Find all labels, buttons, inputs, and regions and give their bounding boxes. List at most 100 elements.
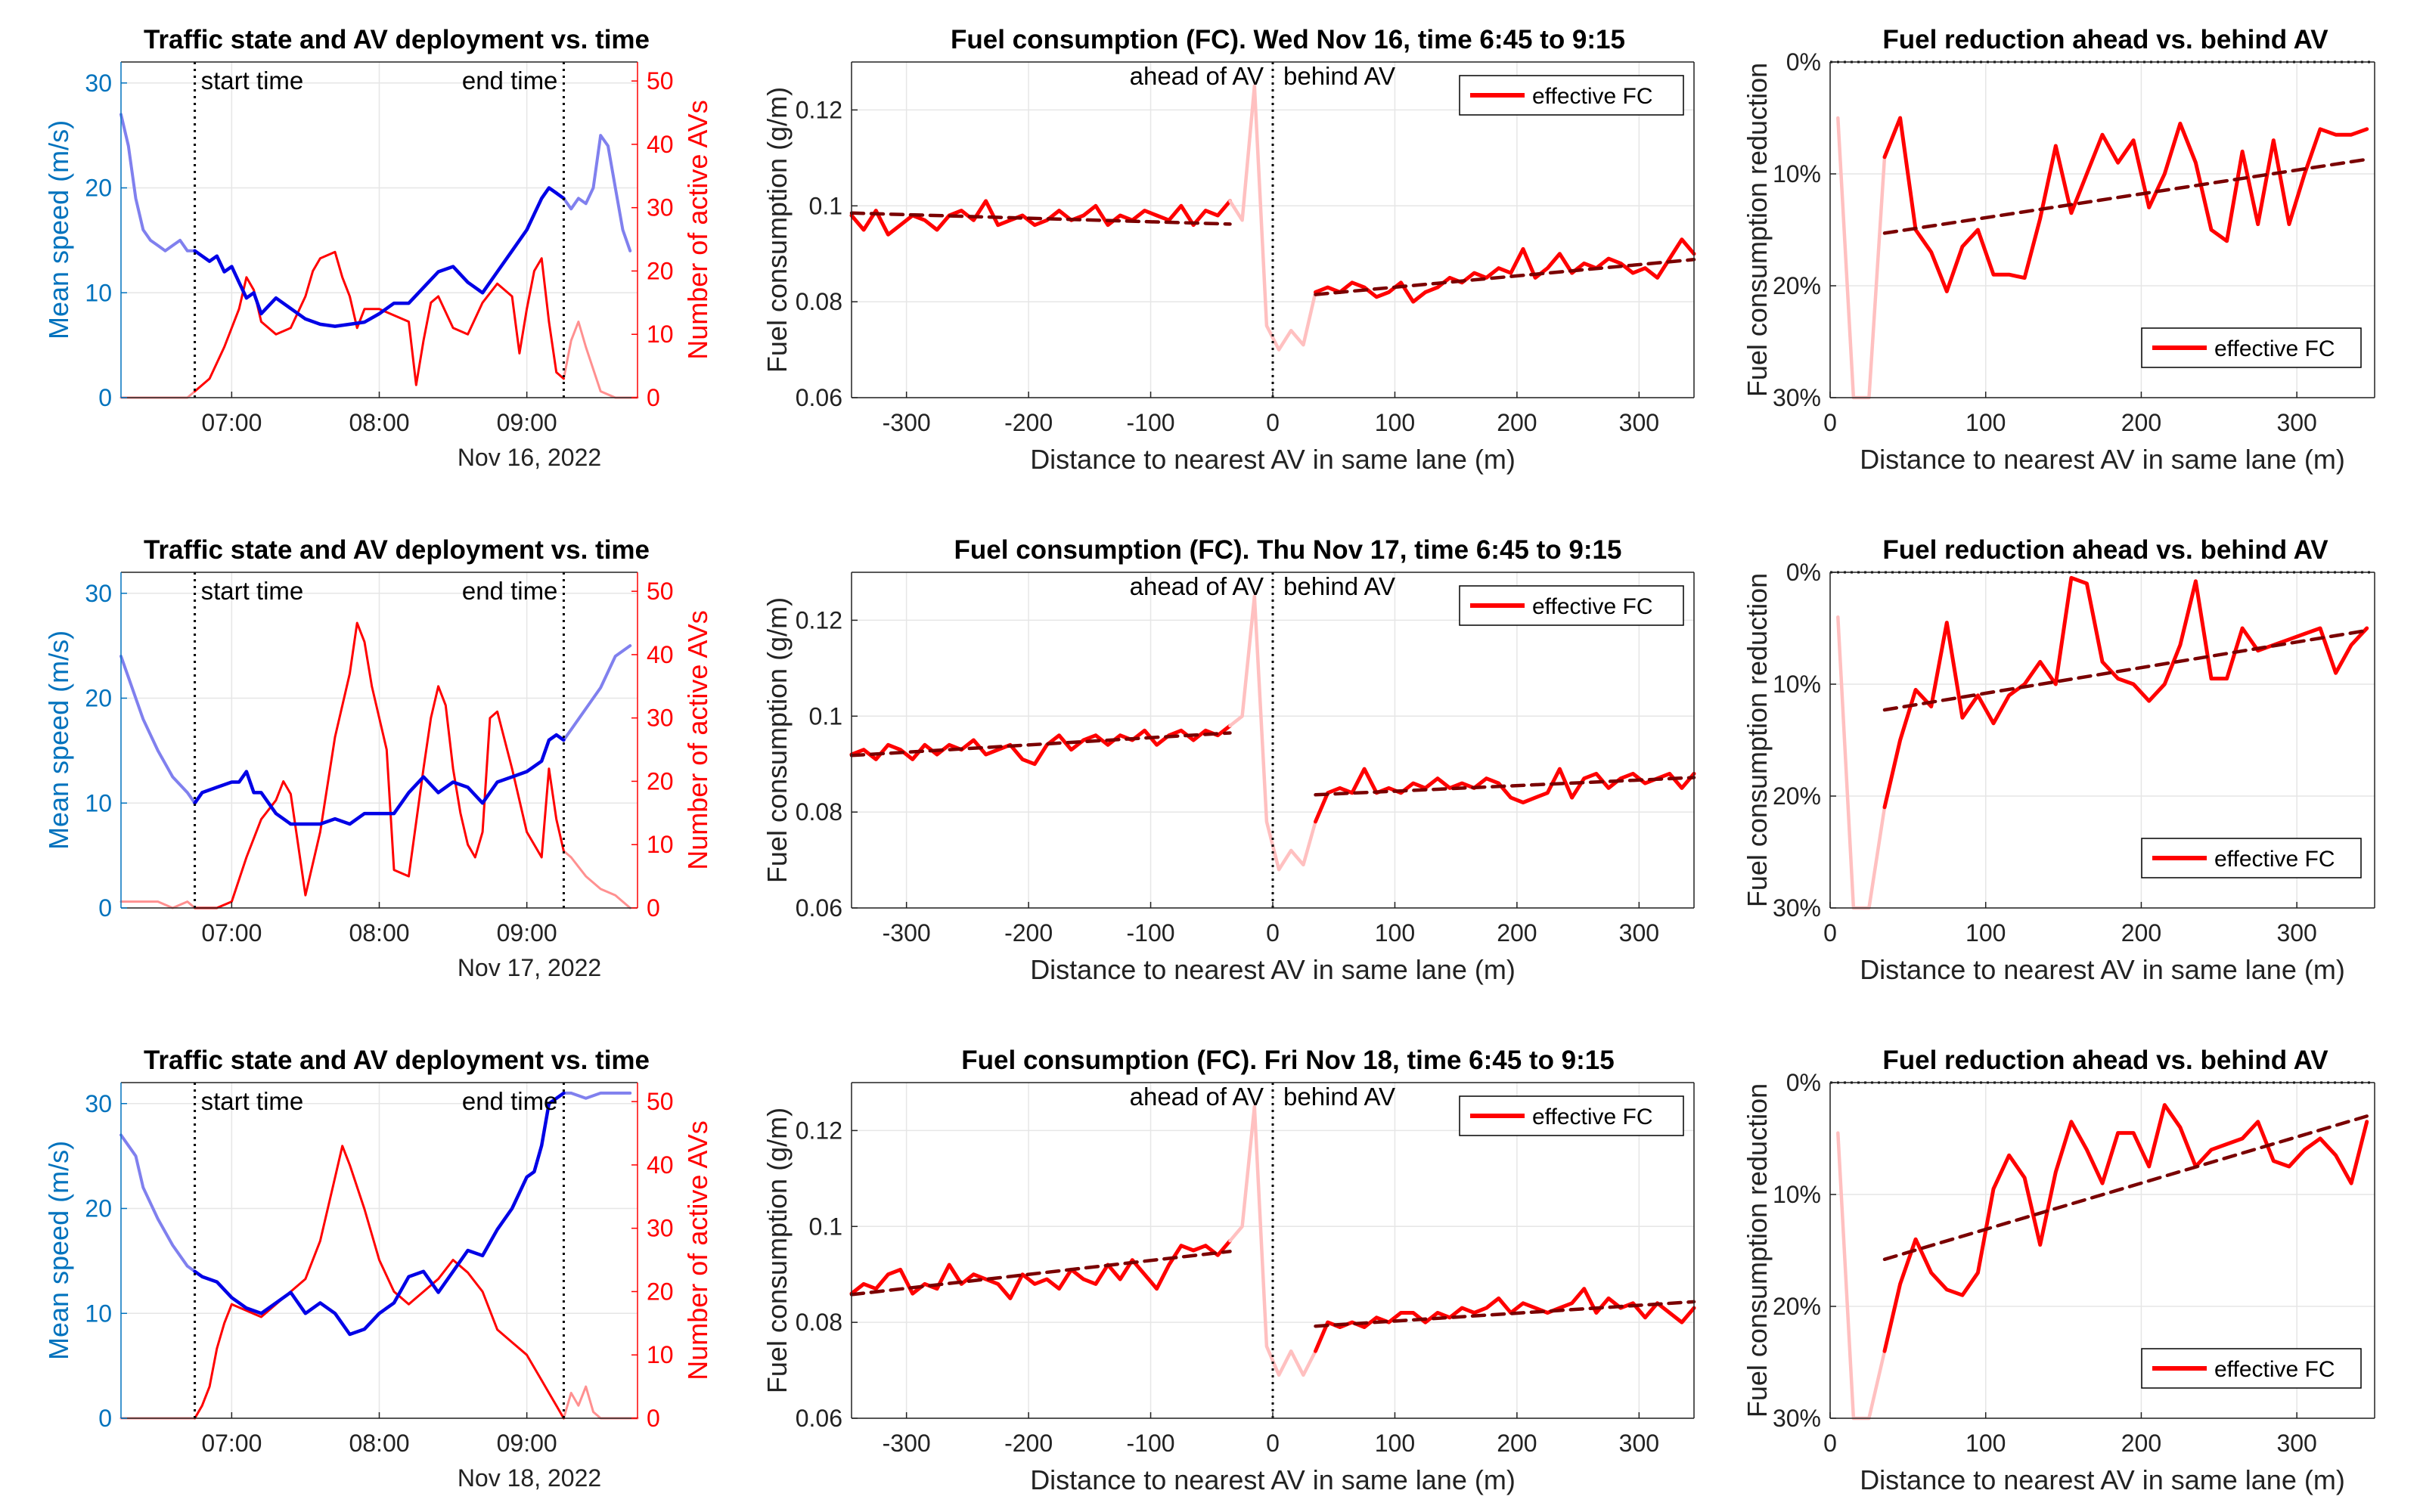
x-tick-label: -200: [1004, 1430, 1053, 1457]
av-count-line: [194, 621, 565, 909]
panel-time-row-2: start time end time 07:00 08:00 09:00 0 10 20 30…: [43, 1046, 713, 1492]
x-tick-label: 0: [1823, 919, 1837, 947]
x-axis-label: Distance to nearest AV in same lane (m): [1030, 1464, 1516, 1495]
trend-line: [849, 211, 1232, 226]
y-axis-label: Fuel consumption reduction: [1742, 573, 1773, 907]
x-tick-label: 08:00: [349, 1430, 409, 1457]
y-tick-label: 0.06: [796, 894, 842, 922]
x-tick-label: 07:00: [201, 409, 262, 436]
y-tick-label: 10%: [1773, 1181, 1821, 1208]
y-axis-label: Fuel consumption reduction: [1742, 63, 1773, 397]
y-right-tick-label: 30: [647, 705, 674, 732]
y-tick-label: 20: [85, 175, 112, 202]
y-axis-label-left: Mean speed (m/s): [43, 1141, 74, 1360]
y-tick-label: 0.08: [796, 288, 842, 315]
y-right-tick-label: 20: [647, 257, 674, 284]
x-tick-label: -100: [1127, 409, 1175, 436]
reduction-line: [1882, 116, 2369, 293]
y-right-tick-label: 10: [647, 831, 674, 858]
x-tick-label: 07:00: [201, 919, 262, 947]
x-tick-label: 08:00: [349, 919, 409, 947]
x-tick-label: 07:00: [201, 1430, 262, 1457]
av-count-line-after: [562, 321, 639, 399]
y-axis-label-left: Mean speed (m/s): [43, 120, 74, 339]
start-time-label: start time: [201, 67, 304, 94]
panel-title: Traffic state and AV deployment vs. time: [144, 1046, 650, 1075]
y-tick-label: 10: [85, 279, 112, 306]
y-right-tick-label: 10: [647, 321, 674, 348]
speed-line-before: [119, 113, 197, 253]
x-tick-label: 100: [1375, 919, 1415, 947]
x-tick-label: 100: [1965, 919, 2006, 947]
fc-line-near-av: [1228, 1105, 1317, 1377]
ahead-label: ahead of AV: [1130, 62, 1264, 90]
speed-line-after: [562, 134, 632, 253]
speed-line: [193, 1091, 566, 1337]
y-tick-label: 30%: [1773, 894, 1821, 922]
legend-label: effective FC: [2214, 336, 2335, 361]
legend: effective FC: [1459, 1095, 1684, 1136]
y-right-tick-label: 40: [647, 1151, 674, 1179]
y-tick-label: 10: [85, 1300, 112, 1327]
x-tick-label: 08:00: [349, 409, 409, 436]
y-axis-label: Fuel consumption reduction: [1742, 1083, 1773, 1418]
x-tick-label: 09:00: [497, 1430, 557, 1457]
x-axis-label: Distance to nearest AV in same lane (m): [1860, 1464, 2345, 1495]
legend: effective FC: [1459, 585, 1684, 626]
x-tick-label: 100: [1375, 409, 1415, 436]
legend-label: effective FC: [2214, 1357, 2335, 1382]
y-right-tick-label: 20: [647, 767, 674, 795]
y-tick-label: 30: [85, 580, 112, 607]
fc-line-behind: [1314, 767, 1696, 824]
panel-fuel_consumption-row-1: ahead of AV behind AV -300 -200 -100 0 100 200 3…: [762, 535, 1696, 985]
trend-line: [849, 1250, 1232, 1297]
y-tick-label: 0.1: [809, 1213, 842, 1240]
fc-line-behind: [1314, 1287, 1696, 1353]
legend-label: effective FC: [1532, 84, 1653, 109]
x-tick-label: -100: [1127, 919, 1175, 947]
panel-time-row-1: start time end time 07:00 08:00 09:00 0 10 20 30…: [43, 535, 713, 981]
y-tick-label: 0: [98, 384, 112, 411]
x-tick-label: 0: [1266, 409, 1280, 436]
x-tick-label: 200: [2121, 1430, 2161, 1457]
x-tick-label: 300: [1619, 1430, 1659, 1457]
y-tick-label: 0.08: [796, 1309, 842, 1336]
y-tick-label: 30: [85, 1090, 112, 1117]
legend: effective FC: [2141, 838, 2362, 878]
trend-line: [849, 731, 1232, 758]
legend: effective FC: [2141, 327, 2362, 368]
x-tick-label: 300: [1619, 919, 1659, 947]
y-tick-label: 10: [85, 789, 112, 816]
date-label: Nov 16, 2022: [458, 444, 601, 471]
y-tick-label: 30%: [1773, 1405, 1821, 1432]
y-tick-label: 10%: [1773, 671, 1821, 698]
y-tick-label: 0.12: [796, 606, 842, 634]
y-tick-label: 0%: [1786, 559, 1821, 586]
y-axis-label: Fuel consumption (g/m): [762, 87, 793, 373]
reduction-line-near-av: [1836, 615, 1887, 910]
behind-label: behind AV: [1283, 572, 1395, 600]
speed-line-before: [119, 1133, 197, 1273]
panel-title: Traffic state and AV deployment vs. time: [144, 25, 650, 54]
av-count-line: [194, 1145, 565, 1420]
fc-line-ahead: [849, 1238, 1232, 1300]
y-tick-label: 20%: [1773, 272, 1821, 299]
trend-line: [1882, 157, 2369, 235]
x-tick-label: 200: [1497, 1430, 1537, 1457]
y-right-tick-label: 50: [647, 67, 674, 94]
x-axis-label: Distance to nearest AV in same lane (m): [1860, 954, 2345, 985]
panel-title: Fuel consumption (FC). Fri Nov 18, time …: [961, 1046, 1614, 1075]
panel-title: Fuel reduction ahead vs. behind AV: [1882, 1046, 2328, 1075]
date-label: Nov 17, 2022: [458, 954, 601, 981]
x-tick-label: 0: [1823, 1430, 1837, 1457]
av-count-line-after: [562, 850, 631, 909]
y-right-tick-label: 0: [647, 894, 660, 922]
legend-label: effective FC: [1532, 594, 1653, 619]
y-tick-label: 20%: [1773, 1293, 1821, 1320]
panel-title: Fuel reduction ahead vs. behind AV: [1882, 535, 2328, 565]
panel-title: Traffic state and AV deployment vs. time: [144, 535, 650, 565]
av-count-line-before: [119, 900, 197, 909]
y-tick-label: 0.1: [809, 192, 842, 219]
x-tick-label: 300: [2276, 409, 2316, 436]
